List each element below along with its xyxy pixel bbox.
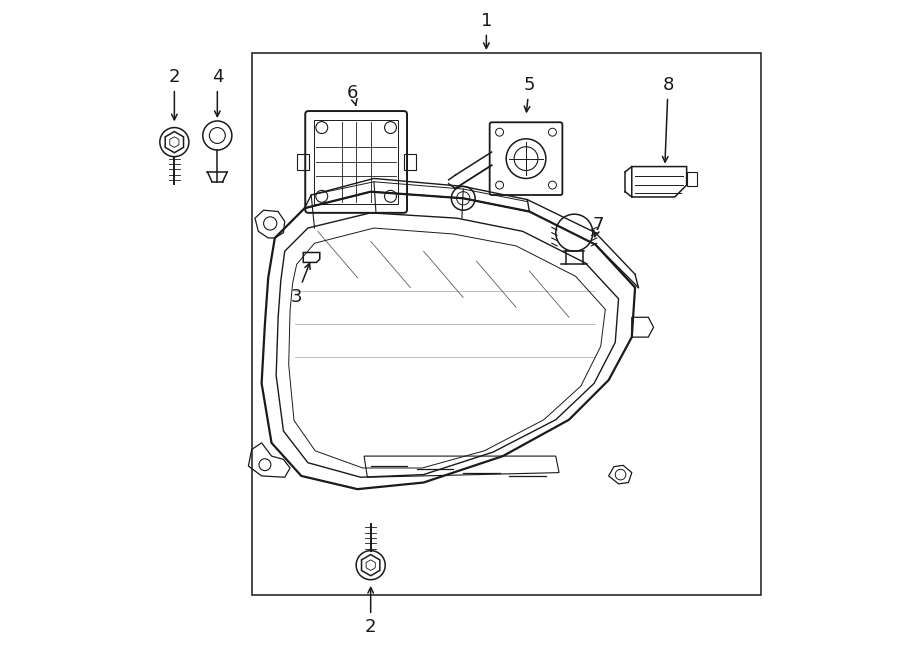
Bar: [687, 172, 698, 186]
Text: 2: 2: [364, 588, 376, 636]
Text: 1: 1: [481, 12, 492, 48]
Bar: [297, 154, 309, 170]
Text: 7: 7: [593, 215, 604, 237]
Text: 3: 3: [291, 263, 310, 305]
Text: 5: 5: [524, 76, 536, 112]
Text: 6: 6: [347, 85, 358, 106]
Bar: [314, 120, 399, 204]
Text: 8: 8: [662, 76, 674, 162]
Bar: [252, 53, 760, 595]
Bar: [404, 154, 416, 170]
Text: 2: 2: [168, 68, 180, 120]
Text: 4: 4: [212, 68, 223, 116]
